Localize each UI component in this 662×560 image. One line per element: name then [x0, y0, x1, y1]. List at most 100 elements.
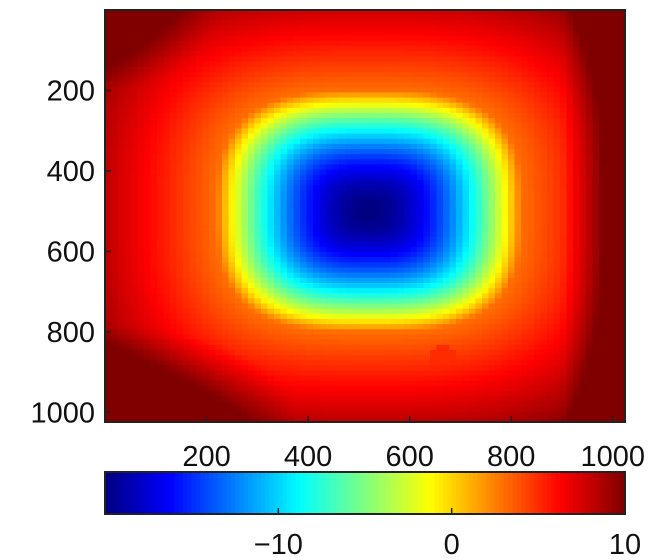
heatmap-cell: [352, 20, 360, 27]
heatmap-cell: [137, 138, 145, 145]
heatmap-cell: [599, 82, 607, 88]
heatmap-cell: [430, 154, 438, 160]
heatmap-cell: [163, 15, 171, 21]
heatmap-cell: [111, 61, 119, 68]
heatmap-cell: [339, 154, 347, 160]
heatmap-cell: [313, 123, 321, 130]
heatmap-cell: [183, 107, 191, 114]
heatmap-cell: [456, 56, 464, 63]
heatmap-cell: [235, 123, 243, 130]
heatmap-cell: [599, 308, 607, 315]
heatmap-cell: [553, 46, 561, 52]
heatmap-cell: [144, 56, 152, 63]
heatmap-cell: [176, 195, 184, 202]
heatmap-cell: [573, 267, 581, 274]
heatmap-cell: [592, 252, 600, 258]
heatmap-cell: [449, 35, 457, 42]
heatmap-cell: [313, 293, 321, 299]
heatmap-cell: [404, 138, 412, 145]
heatmap-cell: [449, 123, 457, 130]
heatmap-cell: [378, 15, 386, 21]
heatmap-cell: [137, 113, 145, 119]
heatmap-cell: [261, 319, 269, 325]
heatmap-cell: [391, 15, 399, 21]
heatmap-cell: [495, 277, 503, 284]
heatmap-cell: [293, 92, 301, 99]
heatmap-cell: [345, 87, 353, 93]
heatmap-cell: [137, 293, 145, 299]
heatmap-cell: [430, 113, 438, 119]
heatmap-cell: [521, 92, 529, 99]
heatmap-cell: [488, 319, 496, 325]
heatmap-cell: [527, 35, 535, 42]
heatmap-cell: [222, 221, 230, 227]
heatmap-cell: [605, 128, 613, 135]
heatmap-cell: [475, 282, 483, 289]
heatmap-cell: [573, 61, 581, 68]
heatmap-cell: [163, 262, 171, 269]
heatmap-cell: [605, 159, 613, 166]
heatmap-cell: [410, 221, 418, 227]
heatmap-cell: [222, 231, 230, 238]
heatmap-cell: [488, 313, 496, 320]
heatmap-cell: [566, 282, 574, 289]
heatmap-cell: [560, 210, 568, 217]
heatmap-cell: [313, 35, 321, 42]
heatmap-cell: [105, 10, 113, 16]
heatmap-cell: [202, 246, 210, 253]
heatmap-cell: [111, 313, 119, 320]
heatmap-cell: [157, 246, 165, 253]
heatmap-cell: [508, 76, 516, 83]
heatmap-cell: [618, 277, 626, 284]
heatmap-cell: [345, 241, 353, 248]
heatmap-cell: [436, 113, 444, 119]
heatmap-cell: [111, 149, 119, 155]
heatmap-cell: [280, 76, 288, 83]
heatmap-cell: [287, 66, 295, 73]
heatmap-cell: [157, 102, 165, 109]
heatmap-cell: [566, 179, 574, 186]
heatmap-cell: [456, 159, 464, 166]
heatmap-cell: [508, 138, 516, 145]
heatmap-cell: [150, 272, 158, 279]
heatmap-cell: [196, 277, 204, 284]
heatmap-cell: [209, 159, 217, 166]
heatmap-cell: [228, 303, 236, 310]
heatmap-cell: [137, 221, 145, 227]
heatmap-cell: [124, 40, 132, 47]
heatmap-cell: [592, 20, 600, 27]
heatmap-cell: [579, 128, 587, 135]
heatmap-cell: [313, 252, 321, 258]
heatmap-cell: [326, 92, 334, 99]
heatmap-cell: [300, 216, 308, 222]
heatmap-cell: [326, 231, 334, 238]
heatmap-cell: [573, 92, 581, 99]
heatmap-cell: [456, 25, 464, 32]
heatmap-cell: [417, 252, 425, 258]
heatmap-cell: [358, 288, 366, 294]
heatmap-cell: [274, 277, 282, 284]
heatmap-cell: [371, 272, 379, 279]
heatmap-cell: [222, 246, 230, 253]
heatmap-cell: [235, 15, 243, 21]
heatmap-cell: [157, 92, 165, 99]
heatmap-cell: [540, 190, 548, 196]
heatmap-cell: [495, 221, 503, 227]
heatmap-cell: [391, 71, 399, 78]
heatmap-cell: [358, 20, 366, 27]
heatmap-cell: [456, 236, 464, 243]
heatmap-cell: [417, 51, 425, 57]
heatmap-cell: [391, 277, 399, 284]
heatmap-cell: [183, 226, 191, 233]
heatmap-cell: [599, 241, 607, 248]
heatmap-cell: [274, 149, 282, 155]
heatmap-cell: [475, 149, 483, 155]
heatmap-cell: [222, 319, 230, 325]
heatmap-cell: [118, 313, 126, 320]
heatmap-cell: [306, 324, 314, 330]
heatmap-cell: [540, 102, 548, 109]
heatmap-cell: [547, 10, 555, 16]
heatmap-cell: [449, 190, 457, 196]
heatmap-cell: [261, 10, 269, 16]
heatmap-cell: [287, 308, 295, 315]
